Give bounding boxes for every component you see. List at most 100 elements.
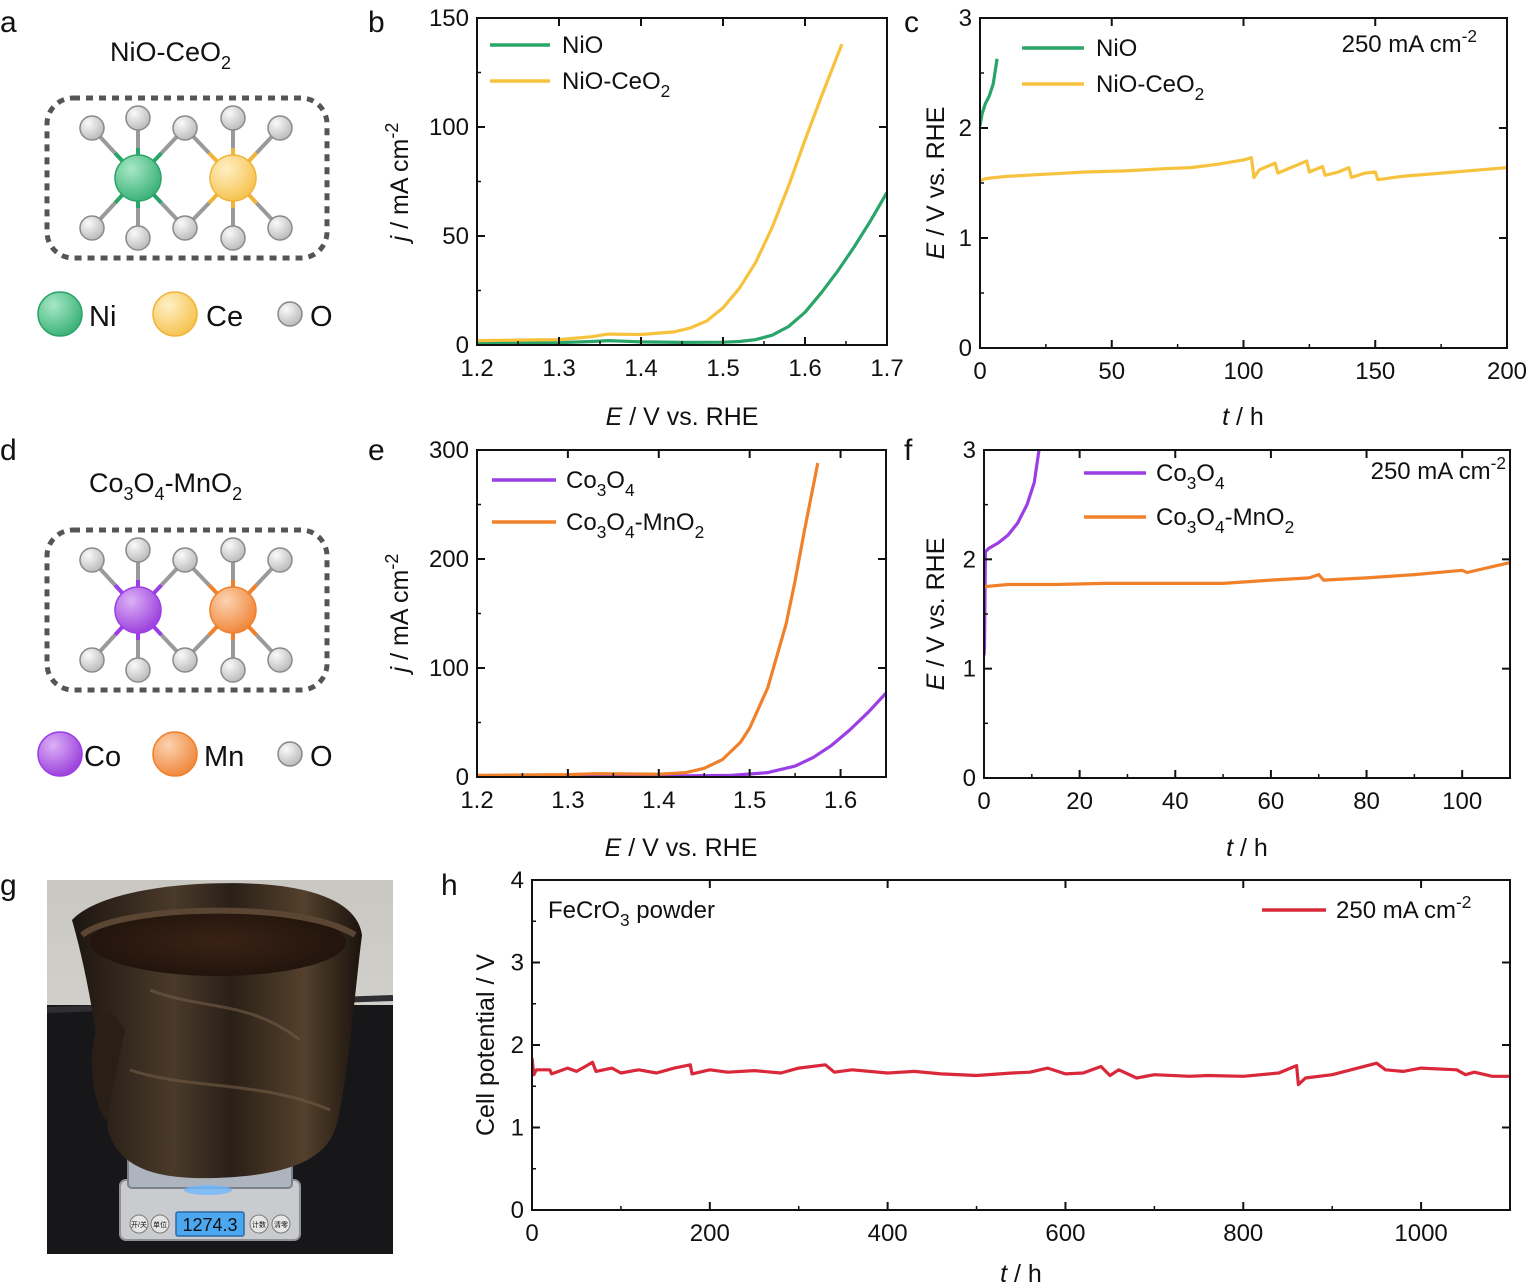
oxygen-atom-icon <box>172 647 198 673</box>
series-line-1 <box>477 43 844 343</box>
panel-letter-f: f <box>904 434 913 467</box>
chart-b-lsv-nio: 1.2 1.3 1.4 1.5 1.6 1.7 0 50 100 150 E / V vs. RHE… <box>382 5 904 431</box>
y-axis-label: Cell potential / V <box>472 954 500 1136</box>
bag-knot <box>91 1010 125 1120</box>
oxygen-atom-icon <box>79 547 105 573</box>
legend-atoms-d: Co Mn O <box>37 731 333 777</box>
co-atom-icon <box>114 586 162 634</box>
mn-atom-icon <box>152 731 198 777</box>
y-tick-label: 0 <box>456 764 469 791</box>
oxygen-atom-icon <box>277 741 303 767</box>
oxygen-atom-icon <box>220 105 246 131</box>
molecule-nio-ceo2 <box>79 105 293 251</box>
legend-label-ce: Ce <box>206 301 243 333</box>
legend-label-o: O <box>310 301 333 333</box>
x-tick-label: 1.5 <box>706 355 739 382</box>
scale-button-label: 清零 <box>274 1220 288 1229</box>
series-line-0 <box>980 58 999 127</box>
bag-fold-highlight <box>129 988 331 1112</box>
chart-annotation: 250 mA cm-2 <box>1371 453 1506 485</box>
x-tick-label: 1.7 <box>870 355 903 382</box>
series-line-1 <box>984 561 1510 589</box>
x-tick-label: 1.6 <box>788 355 821 382</box>
scale-button-label: 单位 <box>153 1220 167 1229</box>
x-tick-label: 1.2 <box>460 355 493 382</box>
y-tick-label: 4 <box>511 867 524 894</box>
scale-light-glow <box>184 1185 232 1195</box>
x-tick-label: 20 <box>1066 788 1093 815</box>
ni-atom-icon <box>37 291 83 337</box>
co-atom-icon <box>37 731 83 777</box>
x-tick-label: 1.2 <box>460 787 493 814</box>
y-tick-label: 1 <box>959 225 972 252</box>
legend-label-0: Co3O4 <box>566 467 635 500</box>
series-line-0 <box>477 191 887 345</box>
x-tick-label: 80 <box>1353 788 1380 815</box>
legend-label-ni: Ni <box>89 301 116 333</box>
powder-bag-on-scale-photo: 1274.3 开/关 单位 计数 清零 <box>46 880 394 1254</box>
legend-label-co: Co <box>84 741 121 773</box>
legend-label-0: NiO <box>1096 35 1137 62</box>
oxygen-atom-icon <box>267 115 293 141</box>
x-tick-label: 1000 <box>1394 1220 1447 1247</box>
x-tick-label: 1.3 <box>551 787 584 814</box>
panel-letter-b: b <box>368 6 385 39</box>
legend-label-1: Co3O4-MnO2 <box>1156 504 1294 537</box>
schematic-co3o4-mno2: Co3O4-MnO2 Co Mn O <box>37 468 333 777</box>
y-tick-label: 2 <box>959 115 972 142</box>
chart-annotation: 250 mA cm-2 <box>1342 26 1477 58</box>
plot-frame <box>979 17 1508 349</box>
oxygen-atom-icon <box>125 537 151 563</box>
y-tick-label: 0 <box>456 332 469 359</box>
chart-c-stability-nio: 0 50 100 150 200 0 1 2 3 t / h E / V vs. RHE NiO NiO… <box>922 5 1527 431</box>
panel-letter-c: c <box>904 6 919 39</box>
x-tick-label: 100 <box>1223 358 1263 385</box>
oxygen-atom-icon <box>125 105 151 131</box>
x-axis-label: E / V vs. RHE <box>606 403 759 431</box>
y-axis-label: j / mA cm-2 <box>382 123 414 245</box>
panel-letter-a: a <box>0 6 17 39</box>
oxygen-atom-icon <box>220 537 246 563</box>
panel-letter-e: e <box>368 434 385 467</box>
x-axis-label: E / V vs. RHE <box>605 834 758 862</box>
legend-label-0: Co3O4 <box>1156 460 1225 493</box>
x-tick-label: 1.5 <box>733 787 766 814</box>
x-tick-label: 1.3 <box>542 355 575 382</box>
x-tick-label: 1.4 <box>624 355 657 382</box>
y-tick-label: 0 <box>959 335 972 362</box>
panel-letter-g: g <box>0 869 17 902</box>
x-tick-label: 600 <box>1045 1220 1085 1247</box>
schematic-title-nio-ceo2: NiO-CeO2 <box>110 37 231 73</box>
scale-button-power <box>129 1214 149 1234</box>
x-tick-label: 400 <box>868 1220 908 1247</box>
y-tick-label: 3 <box>963 437 976 464</box>
y-tick-label: 2 <box>963 546 976 573</box>
y-axis-label: E / V vs. RHE <box>922 538 950 691</box>
legend-label-o: O <box>310 741 333 773</box>
scale-button-unit <box>150 1214 170 1234</box>
mn-atom-icon <box>209 586 257 634</box>
x-tick-label: 0 <box>977 788 990 815</box>
chart-e-lsv-co3o4: 1.2 1.3 1.4 1.5 1.6 0 100 200 300 E / V vs. RHE j … <box>382 437 887 862</box>
x-axis-label: t / h <box>1226 834 1268 862</box>
oxygen-atom-icon <box>125 657 151 683</box>
plot-frame <box>476 17 888 346</box>
oxygen-atom-icon <box>79 215 105 241</box>
legend-label-1: NiO-CeO2 <box>1096 71 1204 104</box>
scale-readout: 1274.3 <box>182 1215 237 1235</box>
y-tick-label: 0 <box>963 765 976 792</box>
x-axis-label: t / h <box>1000 1260 1042 1287</box>
scale-button-tare <box>271 1214 291 1234</box>
brown-powder-surface <box>90 908 346 976</box>
x-tick-label: 200 <box>1487 358 1527 385</box>
ni-atom-icon <box>114 154 162 202</box>
oxygen-atom-icon <box>267 215 293 241</box>
y-tick-label: 150 <box>429 5 469 32</box>
oxygen-atom-icon <box>220 657 246 683</box>
bag-rim <box>80 907 357 938</box>
y-tick-label: 300 <box>429 437 469 464</box>
x-tick-label: 60 <box>1258 788 1285 815</box>
oxygen-atom-icon <box>267 647 293 673</box>
oxygen-atom-icon <box>79 647 105 673</box>
